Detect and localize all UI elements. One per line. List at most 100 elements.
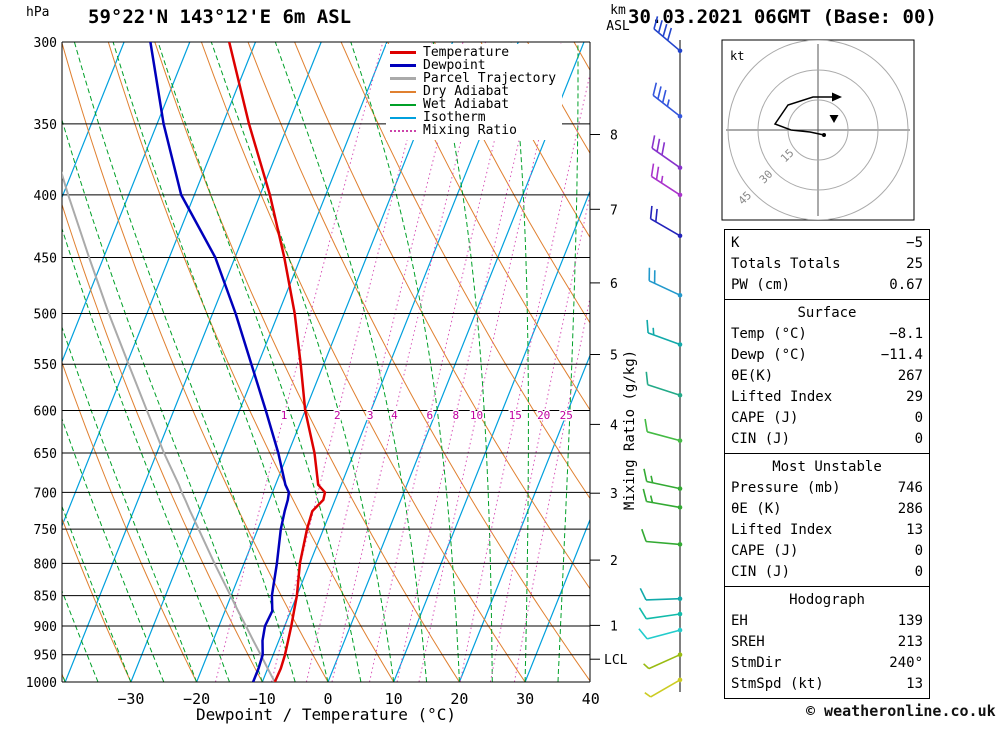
km-unit-label: km: [610, 3, 626, 18]
index-label: CAPE (J): [731, 410, 799, 426]
index-value: 240°: [889, 655, 923, 671]
legend-swatch: [390, 64, 416, 67]
wind-barb-column: [638, 16, 683, 698]
wind-barb: [639, 587, 683, 601]
index-row: SREH 213: [731, 632, 923, 653]
pressure-tick-label: 550: [34, 358, 57, 373]
temp-tick-label: −10: [249, 690, 276, 708]
sounding-traces: [62, 42, 327, 682]
hodograph-origin-dot: [822, 133, 826, 137]
index-row: CAPE (J) 0: [731, 408, 923, 429]
index-row: θE(K) 267: [731, 366, 923, 387]
wind-barb: [652, 82, 683, 119]
pressure-tick-label: 950: [34, 649, 57, 664]
legend-swatch: [390, 129, 416, 132]
legend-label: Mixing Ratio: [423, 123, 517, 138]
wind-barb: [645, 371, 683, 398]
index-label: CIN (J): [731, 564, 791, 580]
index-value: 0: [914, 431, 923, 447]
mixing-ratio-axis-label: Mixing Ratio (g/kg): [622, 350, 638, 510]
hodograph-unit-label: kt: [730, 49, 744, 63]
legend-item: Isotherm: [390, 111, 556, 124]
wind-barb: [653, 16, 683, 54]
index-label: K: [731, 235, 740, 251]
index-label: θE(K): [731, 368, 774, 384]
temp-tick-label: 10: [385, 690, 403, 708]
storm-motion-marker: [829, 115, 839, 123]
section-header-hodograph: Hodograph: [789, 592, 865, 608]
mixing-ratio-label: 3: [367, 409, 374, 422]
mixing-ratio-label: 1: [281, 409, 288, 422]
wind-barb: [644, 418, 683, 443]
legend-item: Dry Adiabat: [390, 85, 556, 98]
temp-tick-label: 40: [582, 690, 600, 708]
index-value: 25: [906, 256, 923, 272]
legend-label: Parcel Trajectory: [423, 71, 557, 86]
km-tick-label: 1: [610, 619, 618, 634]
temp-tick-label: −20: [183, 690, 210, 708]
km-tick-label: 4: [610, 418, 618, 433]
mixing-ratio-label: 10: [470, 409, 483, 422]
wind-barb: [649, 205, 683, 239]
pressure-tick-label: 600: [34, 405, 57, 420]
wind-barb: [650, 163, 683, 198]
pressure-tick-label: 850: [34, 590, 57, 605]
index-value: 286: [897, 501, 923, 517]
km-tick-label: 2: [610, 554, 618, 569]
legend-swatch: [390, 103, 416, 106]
pressure-tick-label: 350: [34, 118, 57, 133]
indices-section-hodograph: Hodograph EH 139 SREH 213 StmDir 240° StmSpd (…: [724, 586, 930, 699]
section-header-most-unstable: Most Unstable: [772, 459, 882, 475]
wind-barb: [643, 652, 683, 670]
pressure-tick-label: 1000: [26, 676, 57, 691]
legend-item: Temperature: [390, 46, 556, 59]
index-label: Dewp (°C): [731, 347, 807, 363]
mixing-ratio-value-labels: 1 2 3 4 6 8 10 15 20 25: [279, 407, 574, 423]
index-label: PW (cm): [731, 277, 791, 293]
copyright: © weatheronline.co.uk: [806, 702, 996, 720]
index-row: Lifted Index 29: [731, 387, 923, 408]
index-label: θE (K): [731, 501, 782, 517]
index-label: EH: [731, 613, 748, 629]
index-value: 267: [897, 368, 923, 384]
index-value: 746: [897, 480, 923, 496]
index-row: K −5: [731, 233, 923, 254]
legend-label: Temperature: [423, 45, 510, 60]
legend-swatch: [390, 51, 416, 54]
temp-tick-label: 20: [450, 690, 468, 708]
index-value: 29: [906, 389, 923, 405]
legend-item: Wet Adiabat: [390, 98, 556, 111]
km-tick-label: 8: [610, 129, 618, 144]
mixing-ratio-label: 4: [391, 409, 398, 422]
mixing-ratio-label: 6: [426, 409, 433, 422]
mixing-ratio-label: 8: [452, 409, 459, 422]
index-row: Lifted Index 13: [731, 520, 923, 541]
pressure-tick-label: 450: [34, 252, 57, 267]
legend-label: Wet Adiabat: [423, 97, 510, 112]
wind-barb: [638, 607, 683, 620]
km-tick-label: 5: [610, 349, 618, 364]
pressure-tick-label: 400: [34, 189, 57, 204]
index-label: Temp (°C): [731, 326, 807, 342]
index-row: CAPE (J) 0: [731, 541, 923, 562]
wind-barb: [651, 135, 683, 170]
legend-item: Parcel Trajectory: [390, 72, 556, 85]
section-header-surface: Surface: [797, 305, 857, 321]
index-label: Totals Totals: [731, 256, 841, 272]
index-row: θE (K) 286: [731, 499, 923, 520]
wind-barb: [644, 677, 683, 698]
index-value: −8.1: [889, 326, 923, 342]
mixing-ratio-label: 20: [537, 409, 550, 422]
pressure-tick-label: 750: [34, 523, 57, 538]
index-row: CIN (J) 0: [731, 562, 923, 583]
index-label: Lifted Index: [731, 389, 833, 405]
km-tick-label: 7: [610, 203, 618, 218]
pressure-tick-label: 650: [34, 447, 57, 462]
lcl-label: LCL: [604, 653, 628, 668]
index-value: 13: [906, 522, 923, 538]
km-tick-label: 3: [610, 487, 618, 502]
index-label: CIN (J): [731, 431, 791, 447]
